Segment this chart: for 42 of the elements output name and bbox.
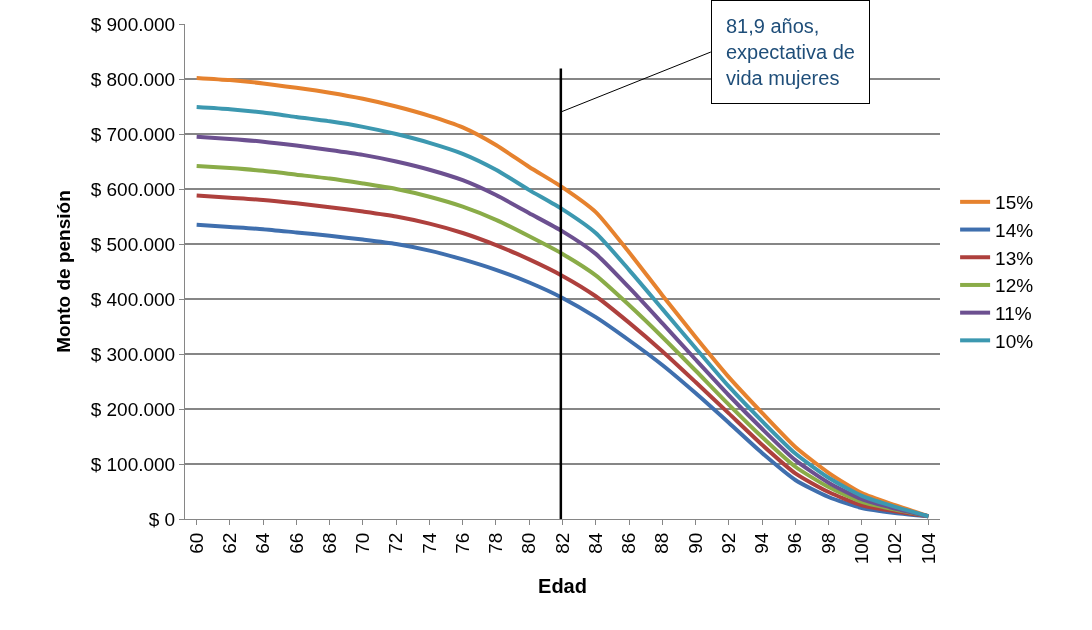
y-tick-label: $ 300.000	[90, 343, 176, 365]
x-tick-label: 96	[784, 532, 806, 554]
legend-label: 11%	[995, 303, 1032, 325]
x-tick-label: 66	[285, 532, 307, 554]
y-tick-label: $ 900.000	[90, 13, 176, 35]
legend-label: 14%	[995, 219, 1034, 241]
x-tick-label: 104	[917, 532, 939, 565]
y-axis-title: Monto de pensión	[52, 190, 74, 353]
y-tick-label: $ 700.000	[90, 123, 176, 145]
x-tick-label: 62	[219, 532, 241, 554]
x-tick-label: 94	[751, 532, 773, 554]
y-tick-label: $ 800.000	[90, 68, 176, 90]
annotation: 81,9 años, expectativa de vida mujeres	[726, 15, 855, 89]
x-tick-label: 100	[851, 532, 873, 565]
x-tick-label: 98	[817, 532, 839, 554]
x-tick-label: 76	[451, 532, 473, 554]
x-tick-label: 86	[618, 532, 640, 554]
x-tick-label: 102	[884, 532, 906, 565]
x-tick-label: 82	[551, 532, 573, 554]
x-tick-label: 72	[385, 532, 407, 554]
x-tick-label: 74	[418, 532, 440, 554]
legend-label: 12%	[995, 275, 1034, 297]
x-tick-label: 88	[651, 532, 673, 554]
y-tick-label: $ 0	[148, 508, 176, 530]
x-tick-label: 60	[185, 532, 207, 554]
x-tick-label: 90	[684, 532, 706, 554]
legend-label: 10%	[995, 330, 1034, 352]
y-tick-label: $ 400.000	[90, 288, 176, 310]
legend-label: 13%	[995, 247, 1034, 269]
x-tick-label: 84	[584, 532, 606, 554]
x-tick-label: 80	[518, 532, 540, 554]
x-tick-label: 78	[485, 532, 507, 554]
x-tick-label: 70	[352, 532, 374, 554]
y-tick-label: $ 600.000	[90, 178, 176, 200]
y-tick-label: $ 500.000	[90, 233, 176, 255]
x-tick-label: 64	[252, 532, 274, 554]
legend-label: 15%	[995, 192, 1034, 214]
x-axis-title: Edad	[538, 574, 587, 597]
y-tick-label: $ 100.000	[90, 453, 176, 475]
x-tick-label: 68	[318, 532, 340, 554]
x-tick-label: 92	[717, 532, 739, 554]
y-tick-label: $ 200.000	[90, 398, 176, 420]
